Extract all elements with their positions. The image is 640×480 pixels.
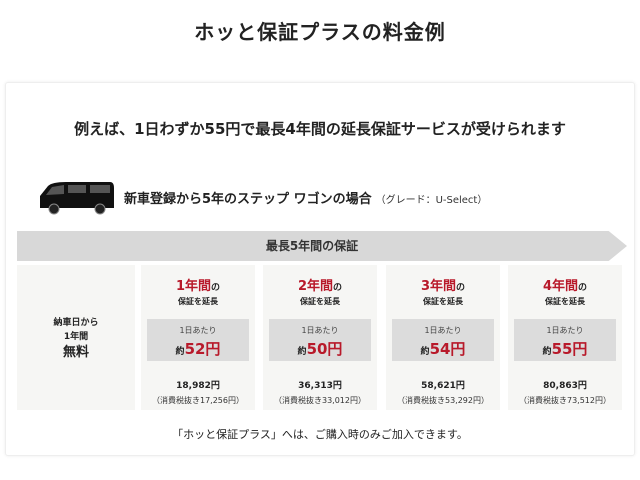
car-image	[40, 182, 114, 215]
band-label: 最長5年間の保証	[265, 239, 359, 253]
extend-label: 保証を延長	[178, 297, 218, 306]
per-day-box: 1日あたり 約52円	[147, 319, 249, 361]
price-value: 54円	[429, 340, 466, 358]
tax-excluded-price: （消費税抜き53,292円）	[397, 396, 489, 405]
total-price: 58,621円	[421, 381, 465, 391]
plan-column: 4年間の 保証を延長 1日あたり 約55円 80,863円 （消費税抜き73,5…	[508, 265, 622, 410]
total-price: 80,863円	[543, 381, 587, 391]
approx-label: 約	[420, 347, 430, 357]
plan-column: 2年間の 保証を延長 1日あたり 約50円 36,313円 （消費税抜き33,0…	[263, 265, 377, 410]
tax-excluded-price: （消費税抜き73,512円）	[519, 396, 611, 405]
plan-years: 2年間の	[263, 275, 377, 294]
extend-label: 保証を延長	[300, 297, 340, 306]
free-line2: 1年間	[63, 331, 89, 342]
plan-column: 3年間の 保証を延長 1日あたり 約54円 58,621円 （消費税抜き53,2…	[386, 265, 500, 410]
per-day-label: 1日あたり	[424, 326, 462, 335]
no-text: の	[333, 283, 343, 293]
extend-label: 保証を延長	[545, 297, 585, 306]
coverage-band: 最長5年間の保証	[17, 231, 627, 261]
no-text: の	[211, 283, 221, 293]
approx-label: 約	[175, 347, 185, 357]
page-title: ホッと保証プラスの料金例	[194, 20, 446, 44]
price-value: 52円	[184, 340, 221, 358]
free-period-column: 納車日から 1年間 無料	[17, 265, 135, 410]
extend-label: 保証を延長	[423, 297, 463, 306]
plan-years: 4年間の	[508, 275, 622, 294]
plan-column: 1年間の 保証を延長 1日あたり 約52円 18,982円 （消費税抜き17,2…	[141, 265, 255, 410]
per-day-price: 約54円	[392, 338, 494, 359]
total-price: 18,982円	[176, 381, 220, 391]
price-value: 50円	[306, 340, 343, 358]
years-text: 1年間	[175, 279, 212, 294]
price-value: 55円	[551, 340, 588, 358]
years-text: 4年間	[542, 279, 579, 294]
free-line1: 納車日から	[53, 317, 99, 328]
per-day-price: 約52円	[147, 338, 249, 359]
tax-excluded-price: （消費税抜き17,256円）	[152, 396, 244, 405]
years-text: 3年間	[420, 279, 457, 294]
per-day-box: 1日あたり 約50円	[269, 319, 371, 361]
per-day-box: 1日あたり 約55円	[514, 319, 616, 361]
per-day-box: 1日あたり 約54円	[392, 319, 494, 361]
total-price: 36,313円	[298, 381, 342, 391]
case-text: 新車登録から5年のステップ ワゴンの場合	[124, 192, 372, 207]
per-day-label: 1日あたり	[301, 326, 339, 335]
no-text: の	[578, 283, 588, 293]
per-day-price: 約55円	[514, 338, 616, 359]
plan-years: 1年間の	[141, 275, 255, 294]
plan-years: 3年間の	[386, 275, 500, 294]
footer-note: 「ホッと保証プラス」へは、ご購入時のみご加入できます。	[172, 428, 468, 441]
per-day-price: 約50円	[269, 338, 371, 359]
per-day-label: 1日あたり	[546, 326, 584, 335]
years-text: 2年間	[297, 279, 334, 294]
no-text: の	[456, 283, 466, 293]
subtitle: 例えば、1日わずか55円で最長4年間の延長保証サービスが受けられます	[74, 120, 566, 138]
case-description: 新車登録から5年のステップ ワゴンの場合 （グレード：U-Select）	[124, 188, 487, 207]
grade-text: （グレード：U-Select）	[375, 195, 488, 206]
tax-excluded-price: （消費税抜き33,012円）	[274, 396, 366, 405]
free-label: 無料	[62, 344, 89, 360]
approx-label: 約	[542, 347, 552, 357]
per-day-label: 1日あたり	[179, 326, 217, 335]
approx-label: 約	[297, 347, 307, 357]
